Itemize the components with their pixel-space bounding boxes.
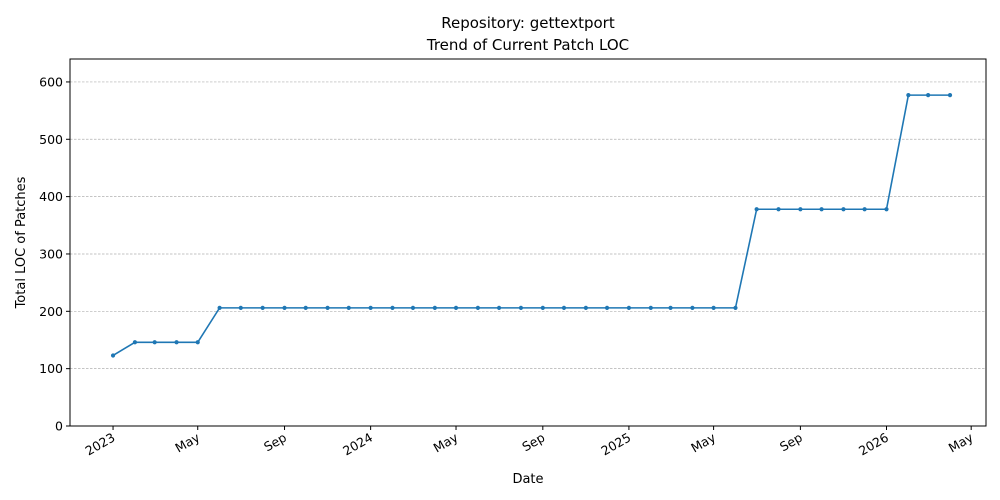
data-point — [132, 340, 138, 345]
data-point — [195, 340, 200, 345]
chart-subtitle: Trend of Current Patch LOC — [426, 36, 629, 54]
y-tick-label: 0 — [55, 419, 63, 434]
gridlines — [70, 81, 986, 370]
data-point — [906, 93, 911, 98]
data-point — [648, 305, 653, 310]
data-point — [668, 305, 673, 310]
data-point — [217, 305, 222, 310]
y-tick-label: 100 — [39, 361, 63, 376]
x-tick-label: May — [431, 429, 461, 455]
data-point — [303, 305, 308, 310]
data-point — [410, 305, 416, 310]
data-point — [238, 305, 243, 310]
data-point — [475, 305, 480, 310]
plot-frame — [69, 58, 987, 427]
data-point — [626, 305, 632, 310]
data-point — [496, 305, 502, 310]
data-point — [518, 305, 524, 310]
x-axis-label: Date — [512, 472, 543, 487]
chart-title: Repository: gettextport — [441, 14, 615, 32]
x-tick-label: 2023 — [82, 430, 117, 459]
y-tick-label: 500 — [39, 132, 63, 147]
data-point — [110, 353, 116, 358]
data-point — [174, 340, 179, 345]
y-axis-label: Total LOC of Patches — [14, 176, 29, 309]
data-point — [711, 305, 716, 310]
x-tick-label: Sep — [777, 430, 805, 455]
data-point — [432, 305, 437, 310]
data-series — [110, 93, 953, 358]
data-point — [561, 305, 567, 310]
data-point — [346, 305, 351, 310]
y-tick-label: 600 — [39, 74, 63, 89]
data-point — [862, 207, 867, 212]
data-point — [690, 305, 695, 310]
data-point — [733, 305, 738, 310]
data-point — [926, 93, 931, 98]
y-tick-label: 300 — [39, 246, 63, 261]
data-point — [798, 207, 803, 212]
y-tick-label: 400 — [39, 189, 63, 204]
data-point — [152, 340, 157, 345]
x-tick-label: 2025 — [598, 430, 633, 459]
data-point — [540, 305, 545, 310]
data-point — [368, 305, 373, 310]
data-point — [583, 305, 588, 310]
data-point — [776, 207, 781, 212]
y-axis-ticks: 0 100 200 300 400 500 600 — [39, 74, 70, 434]
data-point — [841, 207, 846, 212]
data-point — [884, 207, 889, 212]
x-tick-label: 2026 — [856, 430, 891, 459]
data-point — [282, 305, 287, 310]
x-tick-label: 2024 — [340, 430, 375, 459]
x-tick-label: May — [172, 429, 202, 455]
data-point — [947, 93, 953, 98]
data-point — [453, 305, 459, 310]
data-point — [604, 305, 610, 310]
data-point — [390, 305, 395, 310]
data-point — [325, 305, 330, 310]
y-tick-label: 200 — [39, 304, 63, 319]
x-tick-label: May — [946, 429, 976, 455]
data-point — [754, 207, 759, 212]
x-tick-label: May — [688, 429, 718, 455]
x-axis-ticks: 2023 May Sep 2024 May Sep 2025 May Sep 2026 May — [82, 426, 976, 459]
x-tick-label: Sep — [519, 430, 547, 455]
data-point — [819, 207, 824, 212]
series-line — [112, 94, 951, 357]
data-point — [260, 305, 265, 310]
x-tick-label: Sep — [261, 430, 289, 455]
